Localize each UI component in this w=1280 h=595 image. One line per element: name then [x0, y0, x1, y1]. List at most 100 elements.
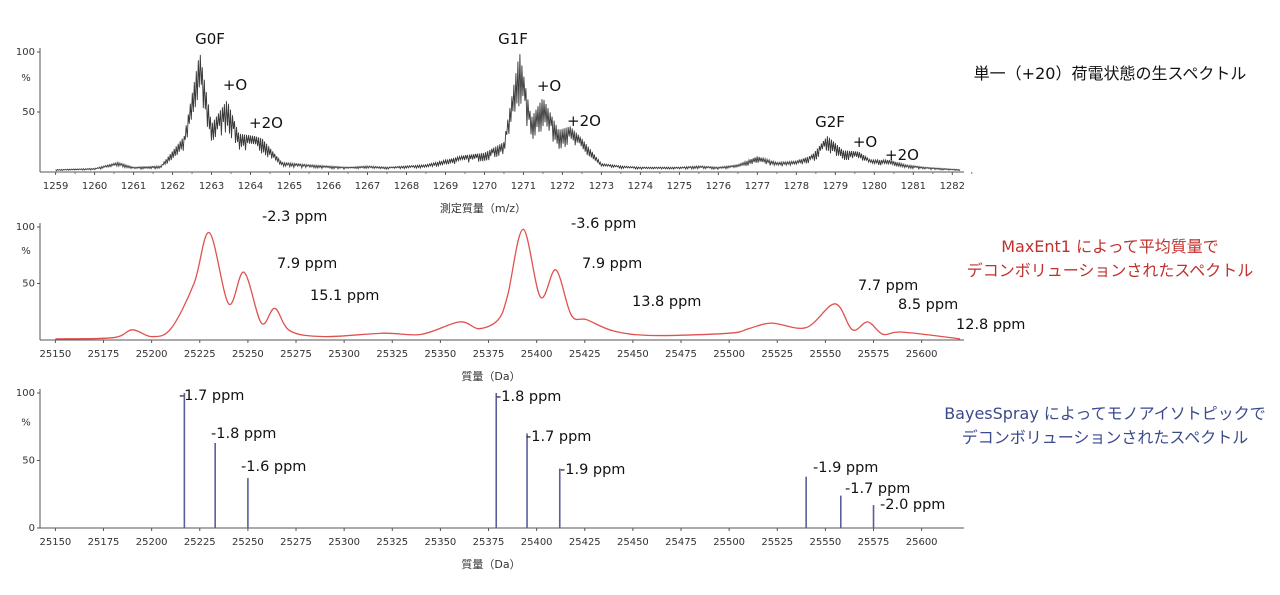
annotation-1-2: 15.1 ppm	[310, 288, 379, 304]
x-tick-label-1-16: 25550	[809, 349, 841, 360]
x-tick-label-1-1: 25175	[88, 349, 120, 360]
x-tick-label-1-3: 25225	[184, 349, 216, 360]
annotation-1-7: 8.5 ppm	[898, 297, 958, 313]
annotation-0-4: +O	[537, 77, 561, 95]
x-tick-label-2-4: 25250	[232, 537, 264, 548]
x-tick-label-2-16: 25550	[809, 537, 841, 548]
x-tick-label-1-5: 25275	[280, 349, 312, 360]
x-tick-label-0-0: 1259	[43, 181, 68, 192]
y-axis-label-0: %	[21, 73, 31, 84]
x-tick-label-0-19: 1278	[784, 181, 809, 192]
x-tick-label-2-5: 25275	[280, 537, 312, 548]
annotation-0-8: +2O	[885, 146, 919, 164]
x-tick-label-1-6: 25300	[328, 349, 360, 360]
annotation-1-8: 12.8 ppm	[956, 317, 1025, 333]
x-tick-label-2-17: 25575	[858, 537, 890, 548]
x-tick-label-1-7: 25325	[376, 349, 408, 360]
x-tick-label-0-14: 1273	[589, 181, 614, 192]
side-label-bayes-line1: BayesSpray によってモノアイソトピックで	[944, 404, 1266, 423]
x-tick-label-0-23: 1282	[940, 181, 965, 192]
x-tick-label-1-12: 25450	[617, 349, 649, 360]
x-tick-label-0-5: 1264	[238, 181, 263, 192]
x-tick-label-0-17: 1276	[706, 181, 731, 192]
x-tick-label-1-14: 25500	[713, 349, 745, 360]
annotation-0-3: G1F	[498, 30, 528, 48]
x-axis-title-0: 測定質量（m/z）	[440, 201, 526, 215]
y-tick-label-1-0: 100	[16, 222, 35, 233]
data-point-0-26	[542, 97, 543, 98]
x-axis-title-1: 質量（Da）	[461, 369, 520, 383]
x-tick-label-1-15: 25525	[761, 349, 793, 360]
x-tick-label-0-7: 1266	[316, 181, 341, 192]
x-tick-label-2-7: 25325	[376, 537, 408, 548]
annotation-1-5: 13.8 ppm	[632, 294, 701, 310]
y-axis-label-1: %	[21, 246, 31, 257]
x-tick-label-1-11: 25425	[569, 349, 601, 360]
annotation-1-6: 7.7 ppm	[858, 278, 918, 294]
x-tick-label-0-8: 1267	[355, 181, 380, 192]
side-label-bayes-line2: デコンボリューションされたスペクトル	[961, 428, 1249, 447]
annotation-1-4: 7.9 ppm	[582, 256, 642, 272]
data-point-0-11	[262, 138, 263, 139]
annotation-0-2: +2O	[249, 114, 283, 132]
x-tick-label-0-21: 1280	[862, 181, 887, 192]
x-tick-label-2-15: 25525	[761, 537, 793, 548]
y-tick-label-0-1: 50	[22, 107, 35, 118]
maxent-spectrum-line	[55, 228, 961, 340]
x-tick-label-1-8: 25350	[424, 349, 456, 360]
x-tick-label-1-0: 25150	[39, 349, 71, 360]
raw-spectrum-trace	[55, 54, 961, 172]
y-axis-label-2: %	[21, 417, 31, 428]
annotation-2-2: -1.6 ppm	[241, 459, 306, 475]
x-tick-label-0-15: 1274	[628, 181, 653, 192]
x-tick-label-0-2: 1261	[121, 181, 146, 192]
x-tick-label-1-9: 25375	[473, 349, 505, 360]
x-tick-label-2-13: 25475	[665, 537, 697, 548]
x-tick-label-0-16: 1275	[667, 181, 692, 192]
x-tick-label-2-9: 25375	[473, 537, 505, 548]
x-tick-label-0-13: 1272	[550, 181, 575, 192]
side-label-bayes: BayesSpray によってモノアイソトピックで デコンボリューションされたス…	[930, 402, 1280, 450]
x-tick-label-0-3: 1262	[160, 181, 185, 192]
x-tick-label-0-4: 1263	[199, 181, 224, 192]
x-tick-label-2-8: 25350	[424, 537, 456, 548]
x-tick-label-2-0: 25150	[39, 537, 71, 548]
annotation-2-5: -1.9 ppm	[560, 462, 625, 478]
annotation-0-6: G2F	[815, 113, 845, 131]
x-tick-label-0-1: 1260	[82, 181, 107, 192]
annotation-1-0: -2.3 ppm	[262, 209, 327, 225]
y-tick-label-2-1: 50	[22, 456, 35, 467]
x-tick-label-2-10: 25400	[521, 537, 553, 548]
annotation-2-3: -1.8 ppm	[496, 389, 561, 405]
annotation-2-7: -1.7 ppm	[845, 481, 910, 497]
annotation-0-5: +2O	[567, 112, 601, 130]
annotation-2-6: -1.9 ppm	[813, 460, 878, 476]
annotation-0-7: +O	[853, 133, 877, 151]
annotation-1-1: 7.9 ppm	[277, 256, 337, 272]
x-tick-label-0-12: 1271	[511, 181, 536, 192]
annotation-1-3: -3.6 ppm	[571, 216, 636, 232]
x-tick-label-2-6: 25300	[328, 537, 360, 548]
x-axis-title-2: 質量（Da）	[461, 557, 520, 571]
x-tick-label-2-2: 25200	[136, 537, 168, 548]
side-label-maxent-line1: MaxEnt1 によって平均質量で	[1001, 237, 1219, 256]
data-point-0-44	[858, 151, 859, 152]
x-tick-label-0-20: 1279	[823, 181, 848, 192]
data-point-0-8	[227, 99, 228, 100]
data-point-0-6	[199, 51, 200, 52]
x-tick-label-0-18: 1277	[745, 181, 770, 192]
annotation-2-4: -1.7 ppm	[526, 429, 591, 445]
x-tick-label-1-13: 25475	[665, 349, 697, 360]
side-label-raw: 単一（+20）荷電状態の生スペクトル	[945, 62, 1275, 86]
x-tick-label-1-17: 25575	[858, 349, 890, 360]
annotation-2-0: -1.7 ppm	[179, 388, 244, 404]
annotation-2-8: -2.0 ppm	[880, 497, 945, 513]
x-tick-label-1-10: 25400	[521, 349, 553, 360]
y-tick-label-1-1: 50	[22, 279, 35, 290]
x-tick-label-0-6: 1265	[277, 181, 302, 192]
y-tick-label-0-0: 100	[16, 47, 35, 58]
annotation-0-1: +O	[223, 76, 247, 94]
x-tick-label-1-18: 25600	[906, 349, 938, 360]
x-tick-label-2-12: 25450	[617, 537, 649, 548]
x-tick-label-0-22: 1281	[901, 181, 926, 192]
